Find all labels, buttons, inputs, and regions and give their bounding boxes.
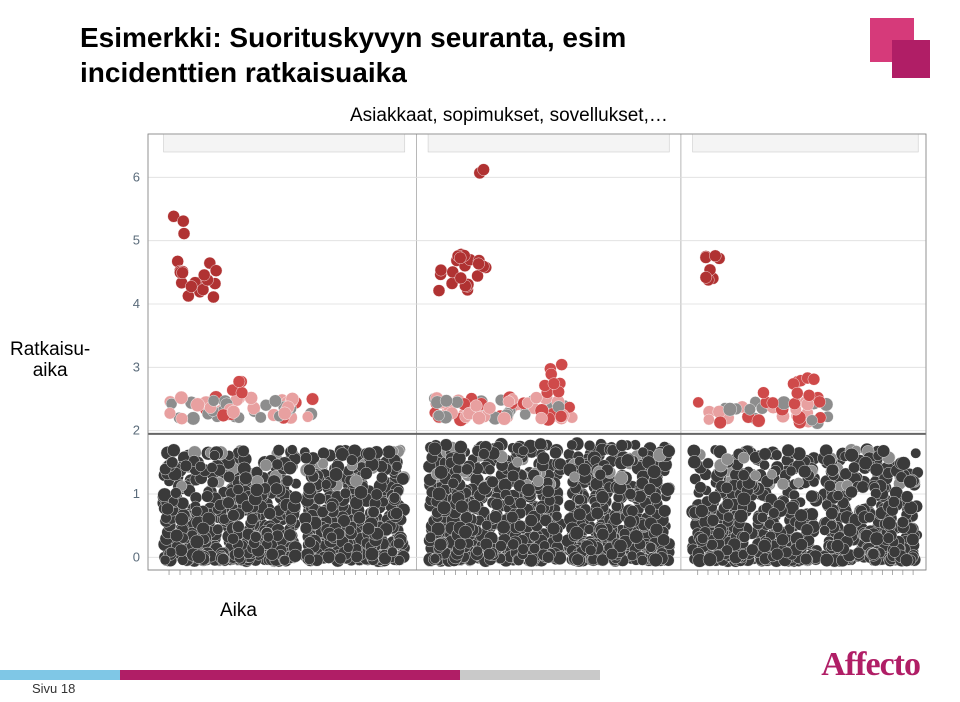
slide: Esimerkki: Suorituskyvyn seuranta, esim … [0,0,960,702]
page-number: Sivu 18 [32,681,75,696]
svg-text:5: 5 [133,233,140,248]
svg-text:3: 3 [133,359,140,374]
chart-svg: 0 1 2 3 4 5 6 [120,130,930,590]
x-axis-label: Aika [220,600,257,622]
corner-block-b [892,40,930,78]
chart-top-label: Asiakkaat, sopimukset, sovellukset,… [350,105,668,127]
title-line-2: incidenttien ratkaisuaika [80,57,407,88]
y-axis-label: Ratkaisu- aika [10,340,90,382]
svg-text:6: 6 [133,169,140,184]
corner-decor [860,18,930,88]
page-title: Esimerkki: Suorituskyvyn seuranta, esim … [80,20,626,90]
svg-text:1: 1 [133,486,140,501]
scatter-chart: 0 1 2 3 4 5 6 [120,130,930,590]
footer-stripe [0,670,120,680]
brand-logo: Affecto [821,646,920,684]
footer-stripe [460,670,600,680]
svg-text:4: 4 [133,296,140,311]
svg-text:2: 2 [133,423,140,438]
title-line-1: Esimerkki: Suorituskyvyn seuranta, esim [80,22,626,53]
y-label-line-1: Ratkaisu- [10,339,90,360]
y-label-line-2: aika [33,360,68,381]
footer: Sivu 18 Affecto [0,642,960,702]
svg-text:0: 0 [133,549,140,564]
footer-stripe [120,670,460,680]
